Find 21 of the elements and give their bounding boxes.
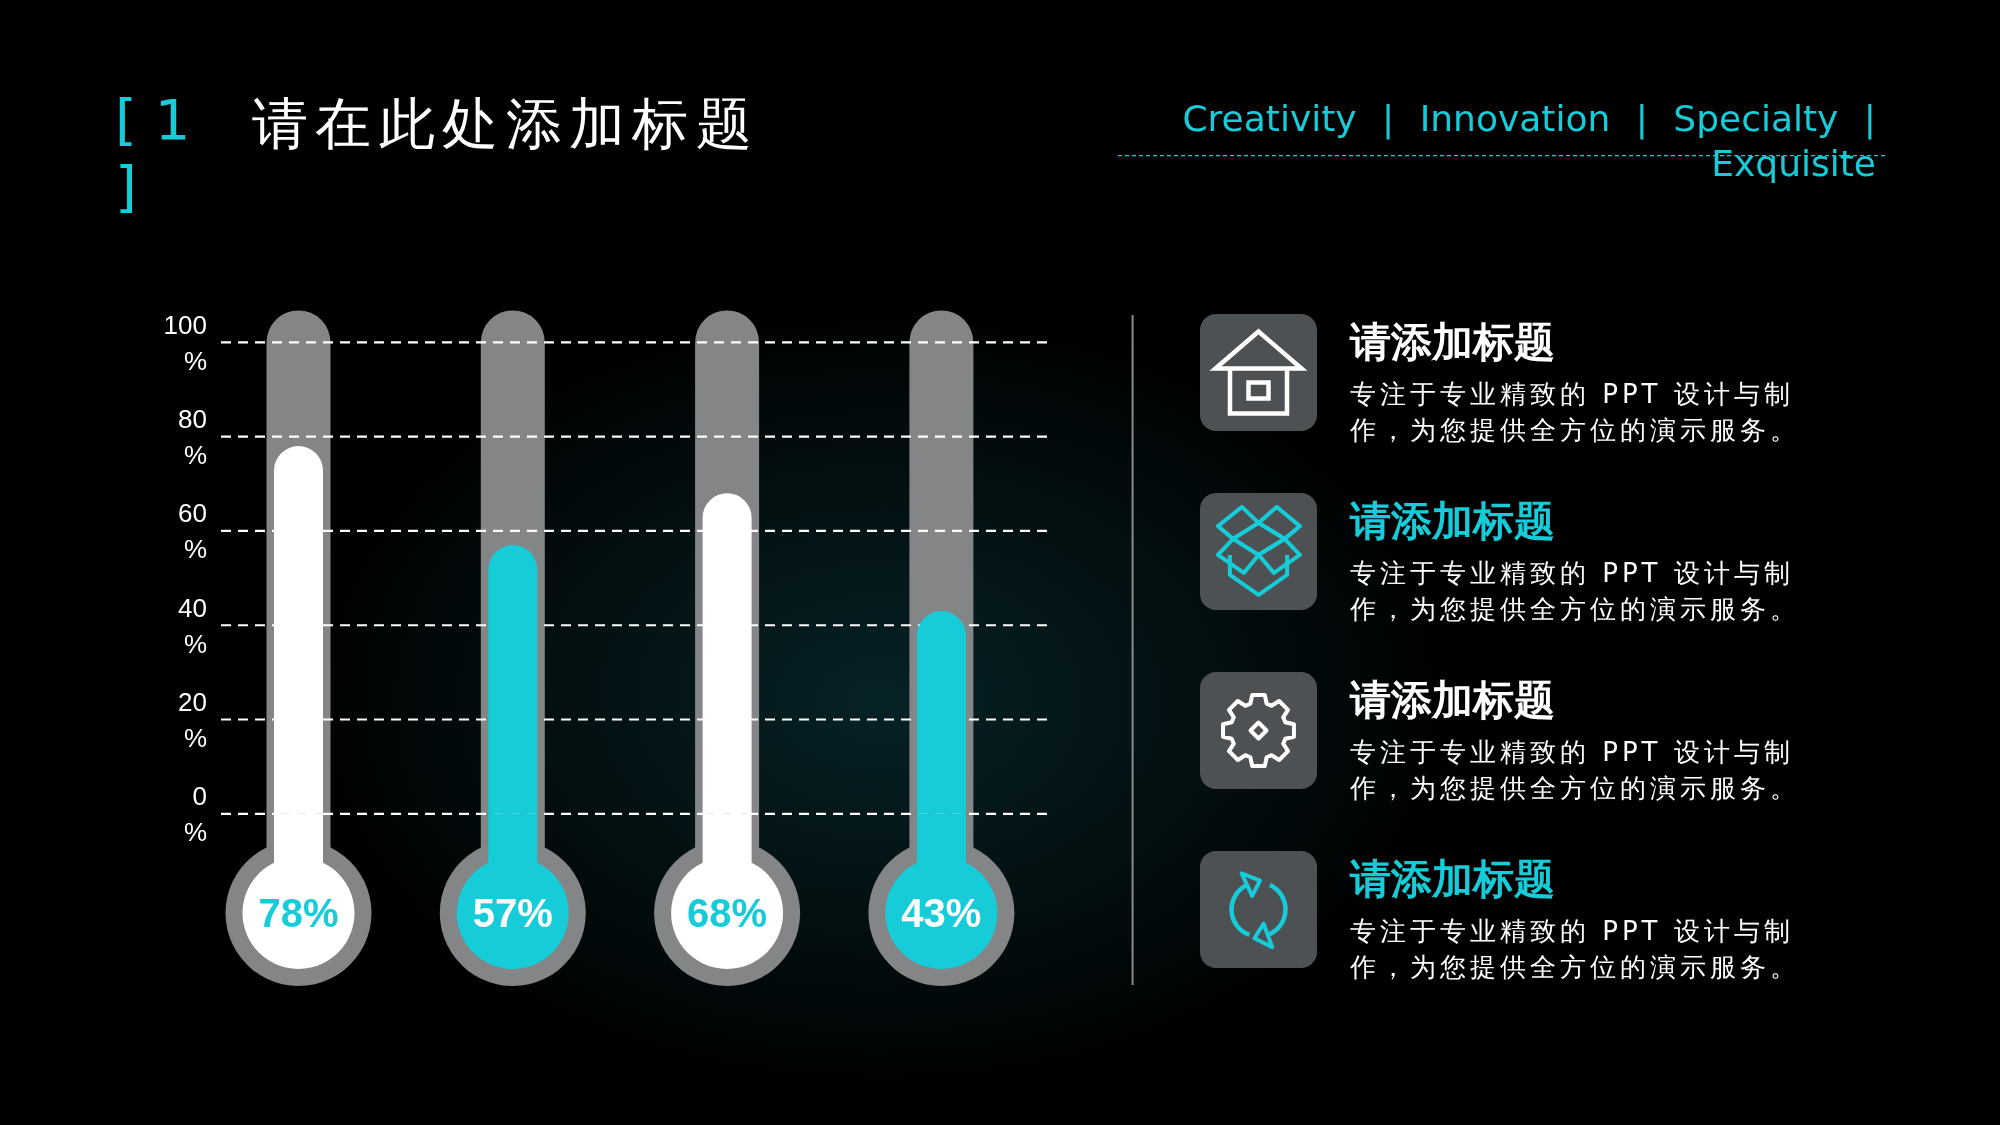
y-tick-label: 80 % bbox=[178, 404, 207, 471]
text: 请添加标题 bbox=[1350, 317, 1555, 367]
text: 专注于专业精致的 PPT 设计与制作，为您提供全方位的演示服务。 bbox=[1350, 557, 1801, 626]
data-label: 43% bbox=[901, 891, 982, 935]
data-label: 78% bbox=[258, 891, 339, 935]
text: 请添加标题 bbox=[1350, 854, 1555, 904]
y-tick-label: 60 % bbox=[178, 498, 207, 565]
text: 专注于专业精致的 PPT 设计与制作，为您提供全方位的演示服务。 bbox=[1350, 736, 1801, 805]
y-tick-label: 20 % bbox=[178, 687, 207, 754]
y-tick-label: 40 % bbox=[178, 592, 207, 659]
chart-title: 请在此处添加标题 bbox=[252, 90, 760, 158]
data-label: 68% bbox=[687, 891, 768, 935]
y-tick-label: 0 % bbox=[183, 781, 207, 848]
data-label: 57% bbox=[472, 891, 553, 935]
text: 专注于专业精致的 PPT 设计与制作，为您提供全方位的演示服务。 bbox=[1350, 915, 1801, 984]
text: 请添加标题 bbox=[1350, 496, 1555, 546]
text: 专注于专业精致的 PPT 设计与制作，为您提供全方位的演示服务。 bbox=[1350, 378, 1801, 447]
y-tick-label: 100 % bbox=[163, 309, 207, 376]
text: 请添加标题 bbox=[1350, 675, 1555, 725]
text: [ 1 ] bbox=[115, 86, 192, 220]
text: Creativity | Innovation | Specialty | Exquisite bbox=[1181, 97, 1876, 186]
